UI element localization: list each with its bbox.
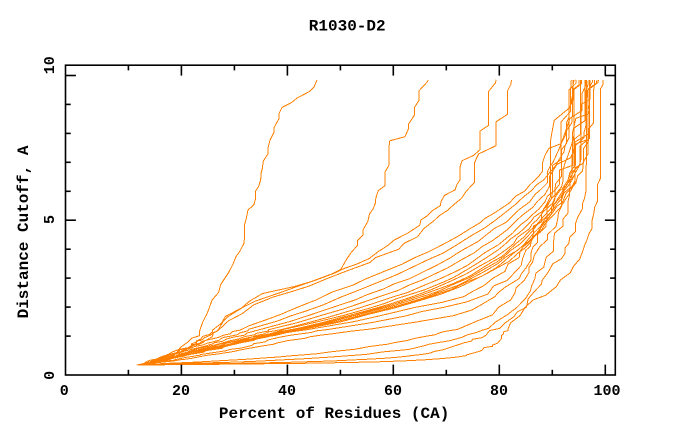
svg-text:60: 60	[384, 383, 402, 400]
svg-text:20: 20	[172, 383, 190, 400]
svg-text:Distance Cutoff, A: Distance Cutoff, A	[15, 145, 33, 318]
svg-text:100: 100	[593, 383, 620, 400]
svg-text:80: 80	[490, 383, 508, 400]
svg-text:40: 40	[278, 383, 296, 400]
svg-text:0: 0	[42, 371, 59, 380]
svg-text:10: 10	[42, 56, 59, 74]
svg-text:R1030-D2: R1030-D2	[309, 17, 386, 35]
svg-text:0: 0	[60, 383, 69, 400]
svg-text:5: 5	[42, 215, 59, 224]
svg-text:Percent of Residues (CA): Percent of Residues (CA)	[219, 405, 449, 423]
